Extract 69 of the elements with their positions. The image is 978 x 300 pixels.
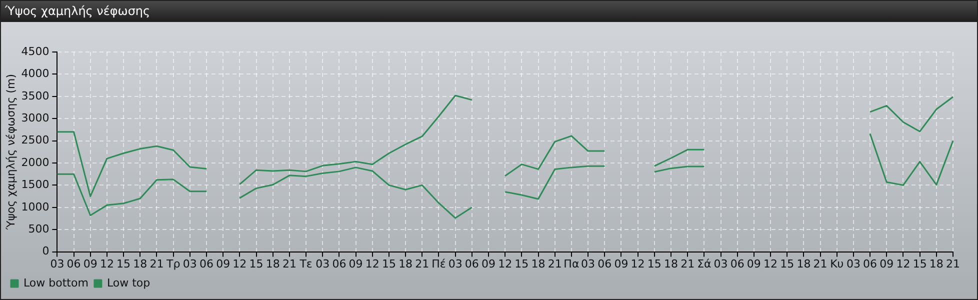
x-tick-label: Τε xyxy=(298,257,312,270)
x-tick-label: 09 xyxy=(880,257,894,270)
chart-title: Ύψος χαμηλής νέφωσης xyxy=(1,1,977,22)
x-tick-label: 21 xyxy=(415,257,430,270)
y-tick-label: 3500 xyxy=(21,89,50,102)
x-tick-label: 06 xyxy=(66,257,81,270)
x-tick-label: 12 xyxy=(232,257,247,270)
x-tick-label: 15 xyxy=(912,257,927,270)
x-tick-label: Σά xyxy=(697,257,712,270)
x-tick-label: 03 xyxy=(581,257,596,270)
y-tick-label: 3000 xyxy=(21,111,50,124)
x-tick-label: 21 xyxy=(548,257,562,270)
y-tick-label: 2000 xyxy=(21,156,50,169)
x-tick-label: 03 xyxy=(714,257,728,270)
x-tick-label: 21 xyxy=(150,257,164,270)
x-tick-label: 09 xyxy=(216,257,230,270)
x-tick-label: 15 xyxy=(514,257,529,270)
x-tick-label: 06 xyxy=(199,257,214,270)
x-tick-label: 12 xyxy=(498,257,512,270)
x-tick-label: 06 xyxy=(863,257,878,270)
x-tick-label: 12 xyxy=(365,257,380,270)
y-tick-label: 0 xyxy=(42,244,50,258)
x-tick-label: 06 xyxy=(464,257,479,270)
x-tick-label: Κυ xyxy=(830,257,844,270)
x-tick-label: 03 xyxy=(846,257,860,270)
x-tick-label: 18 xyxy=(929,257,944,270)
x-tick-label: 21 xyxy=(680,257,695,270)
x-tick-label: Τρ xyxy=(165,257,180,270)
x-tick-label: 09 xyxy=(348,257,363,270)
legend-label: Low top xyxy=(106,276,150,290)
x-tick-label: 12 xyxy=(764,257,778,270)
x-tick-label: 18 xyxy=(133,257,148,270)
x-tick-label: 12 xyxy=(896,257,910,270)
x-tick-label: Πέ xyxy=(432,257,446,270)
x-tick-label: 09 xyxy=(614,257,628,270)
x-tick-label: 18 xyxy=(398,257,413,270)
y-tick-label: 2500 xyxy=(21,134,50,147)
x-tick-label: 15 xyxy=(249,257,264,270)
x-tick-label: 06 xyxy=(730,257,744,270)
x-tick-label: 15 xyxy=(116,257,131,270)
x-tick-label: 15 xyxy=(780,257,794,270)
x-tick-label: 06 xyxy=(332,257,346,270)
x-tick-label: 03 xyxy=(448,257,462,270)
x-tick-label: 09 xyxy=(83,257,98,270)
x-tick-label: 03 xyxy=(182,257,197,270)
x-tick-label: 03 xyxy=(316,257,330,270)
legend-label: Low bottom xyxy=(24,276,88,290)
y-tick-label: 1500 xyxy=(21,178,50,192)
x-tick-label: 21 xyxy=(946,257,960,270)
y-tick-label: 4500 xyxy=(21,44,50,58)
y-axis-title: Ύψος χαμηλής νέφωσης (m) xyxy=(4,74,18,231)
x-tick-label: 09 xyxy=(482,257,496,270)
x-tick-label: 12 xyxy=(100,257,114,270)
y-tick-label: 500 xyxy=(28,222,50,236)
x-tick-label: 21 xyxy=(813,257,828,270)
x-tick-label: 18 xyxy=(664,257,678,270)
x-tick-label: Πα xyxy=(564,257,580,270)
y-tick-label: 4000 xyxy=(21,67,50,80)
x-tick-label: 12 xyxy=(630,257,645,270)
x-tick-label: 18 xyxy=(531,257,546,270)
y-tick-label: 1000 xyxy=(21,200,50,214)
x-tick-label: 18 xyxy=(796,257,811,270)
x-tick-label: 21 xyxy=(282,257,296,270)
x-tick-label: 09 xyxy=(746,257,761,270)
x-tick-label: 15 xyxy=(382,257,396,270)
x-tick-label: 18 xyxy=(266,257,280,270)
x-tick-label: 03 xyxy=(50,257,64,270)
x-tick-label: 06 xyxy=(598,257,612,270)
x-tick-label: 15 xyxy=(647,257,662,270)
